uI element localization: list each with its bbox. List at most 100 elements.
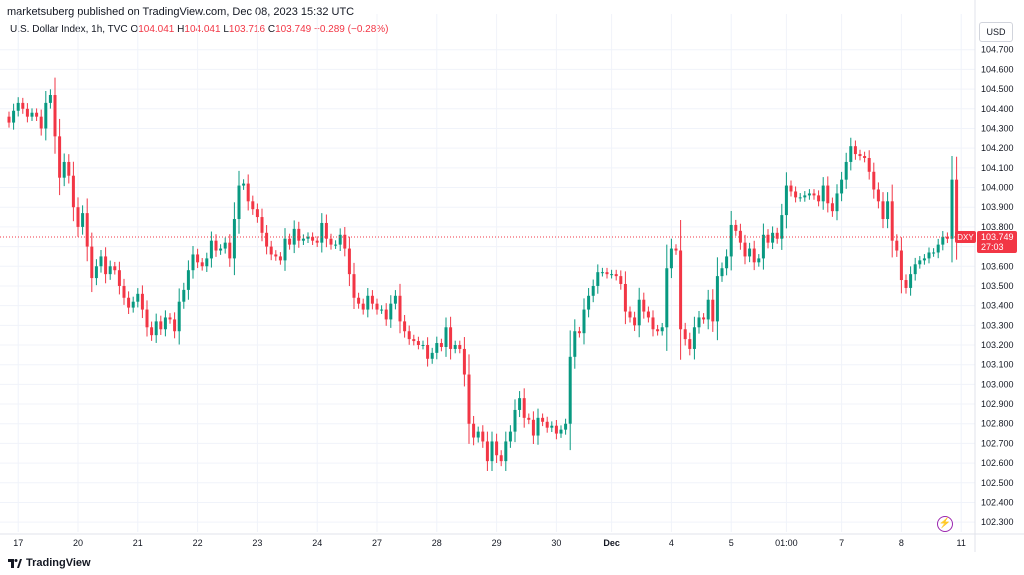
price-tag-bg bbox=[977, 230, 1017, 253]
candle-body bbox=[435, 343, 439, 353]
candle-body bbox=[398, 295, 402, 322]
x-tick-label: 27 bbox=[372, 538, 382, 548]
candle-body bbox=[826, 185, 830, 204]
candle-body bbox=[416, 341, 420, 346]
candle-body bbox=[94, 266, 98, 279]
candle-body bbox=[329, 238, 333, 245]
y-tick-label: 102.600 bbox=[981, 458, 1014, 468]
x-tick-label: Dec bbox=[603, 538, 620, 548]
candle-body bbox=[817, 195, 821, 202]
candle-body bbox=[366, 295, 370, 310]
candle-body bbox=[490, 441, 494, 462]
candle-body bbox=[936, 244, 940, 253]
candle-body bbox=[646, 311, 650, 318]
candle-body bbox=[21, 102, 25, 109]
y-tick-label: 103.900 bbox=[981, 202, 1014, 212]
candle-body bbox=[113, 266, 117, 271]
candle-body bbox=[527, 417, 531, 420]
candle-body bbox=[343, 234, 347, 249]
currency-button[interactable]: USD bbox=[979, 22, 1013, 42]
candle-body bbox=[876, 189, 880, 202]
candle-body bbox=[674, 248, 678, 251]
candle-body bbox=[131, 301, 135, 308]
candle-body bbox=[780, 215, 784, 239]
y-tick-label: 103.100 bbox=[981, 360, 1014, 370]
candle-body bbox=[380, 309, 384, 311]
candle-body bbox=[899, 250, 903, 281]
candle-body bbox=[81, 213, 85, 227]
open-label: O bbox=[130, 24, 139, 35]
candle-body bbox=[53, 95, 57, 137]
y-tick-label: 104.600 bbox=[981, 64, 1014, 74]
y-tick-label: 103.500 bbox=[981, 281, 1014, 291]
candle-body bbox=[821, 185, 825, 202]
candle-body bbox=[67, 161, 71, 176]
candle-body bbox=[430, 352, 434, 359]
candle-body bbox=[140, 293, 144, 310]
x-tick-label: 4 bbox=[669, 538, 674, 548]
x-tick-label: 24 bbox=[312, 538, 322, 548]
y-tick-label: 102.400 bbox=[981, 497, 1014, 507]
x-tick-label: 23 bbox=[252, 538, 262, 548]
candle-body bbox=[955, 179, 959, 237]
candle-body bbox=[375, 303, 379, 310]
candle-body bbox=[886, 201, 890, 220]
candle-body bbox=[127, 297, 131, 308]
candle-body bbox=[278, 256, 282, 261]
candle-body bbox=[922, 258, 926, 261]
candle-body bbox=[357, 297, 361, 304]
x-tick-label: 7 bbox=[839, 538, 844, 548]
candle-body bbox=[7, 116, 11, 123]
candle-body bbox=[159, 321, 163, 330]
candle-body bbox=[577, 331, 581, 334]
y-tick-label: 102.300 bbox=[981, 517, 1014, 527]
candle-body bbox=[347, 248, 351, 275]
symbol-tag-bg bbox=[955, 230, 976, 243]
lightning-icon[interactable]: ⚡ bbox=[937, 516, 953, 532]
candle-body bbox=[76, 207, 80, 227]
candle-body bbox=[683, 329, 687, 340]
tradingview-logo[interactable]: TradingView bbox=[8, 557, 91, 569]
candle-body bbox=[596, 272, 600, 286]
symbol-name[interactable]: U.S. Dollar Index, 1h, TVC bbox=[10, 24, 128, 35]
symbol-tag: DXY bbox=[957, 233, 974, 242]
candle-body bbox=[729, 224, 733, 257]
candle-body bbox=[605, 272, 609, 275]
candle-body bbox=[412, 339, 416, 342]
candle-body bbox=[196, 254, 200, 263]
candle-body bbox=[200, 262, 204, 267]
candle-body bbox=[895, 240, 899, 251]
candle-body bbox=[393, 295, 397, 304]
candle-body bbox=[150, 327, 154, 336]
candle-body bbox=[426, 345, 430, 359]
time-axis: 17 20 21 22 23 24 27 28 29 30 Dec 4 5 01:00 7 8 11 bbox=[0, 533, 1024, 548]
candle-body bbox=[205, 258, 209, 267]
candle-body bbox=[550, 425, 554, 428]
candle-body bbox=[232, 219, 236, 259]
candle-body bbox=[867, 158, 871, 172]
candle-body bbox=[315, 240, 319, 243]
candle-body bbox=[334, 244, 338, 246]
x-tick-label: 20 bbox=[73, 538, 83, 548]
candle-body bbox=[771, 232, 775, 243]
candle-body bbox=[913, 264, 917, 275]
candle-body bbox=[255, 209, 259, 218]
candle-body bbox=[62, 161, 66, 178]
close-label: C bbox=[267, 24, 276, 35]
candle-body bbox=[108, 266, 112, 275]
candles bbox=[7, 77, 959, 471]
x-tick-label: 22 bbox=[193, 538, 203, 548]
candle-body bbox=[288, 238, 292, 245]
candle-body bbox=[789, 185, 793, 192]
x-tick-label: 21 bbox=[133, 538, 143, 548]
candle-body bbox=[614, 274, 618, 277]
x-tick-label: 29 bbox=[492, 538, 502, 548]
candle-body bbox=[619, 276, 623, 284]
y-tick-label: 104.500 bbox=[981, 84, 1014, 94]
candle-body bbox=[665, 268, 669, 328]
x-tick-label: 8 bbox=[899, 538, 904, 548]
price-axis: 102.300 102.400 102.500 102.600 102.700 102.8… bbox=[974, 0, 1014, 552]
y-tick-label: 102.800 bbox=[981, 419, 1014, 429]
